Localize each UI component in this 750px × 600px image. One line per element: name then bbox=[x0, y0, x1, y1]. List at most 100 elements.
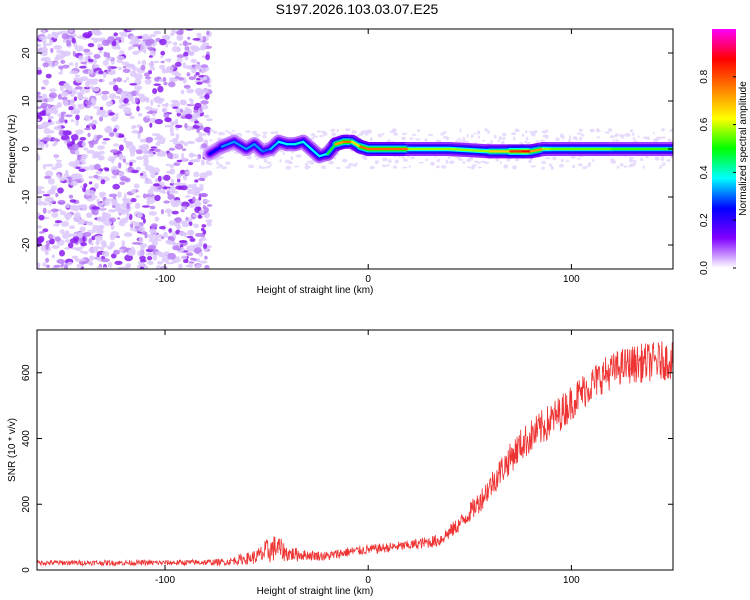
noise-speckle bbox=[125, 111, 132, 115]
noise-speckle bbox=[621, 134, 626, 137]
noise-speckle bbox=[118, 98, 123, 104]
noise-speckle bbox=[660, 155, 665, 158]
noise-speckle bbox=[74, 173, 83, 180]
noise-speckle bbox=[482, 139, 486, 142]
noise-speckle bbox=[108, 112, 115, 116]
noise-speckle bbox=[470, 134, 474, 138]
noise-speckle bbox=[147, 244, 157, 250]
noise-speckle bbox=[187, 36, 191, 40]
noise-speckle bbox=[118, 135, 125, 138]
noise-speckle bbox=[279, 159, 282, 163]
noise-speckle bbox=[442, 135, 448, 139]
noise-speckle bbox=[195, 63, 202, 70]
noise-speckle bbox=[199, 107, 203, 112]
snr-frame bbox=[36, 329, 674, 571]
noise-speckle bbox=[200, 64, 209, 68]
noise-speckle bbox=[91, 235, 96, 241]
noise-speckle bbox=[179, 249, 185, 252]
noise-speckle bbox=[95, 240, 100, 246]
noise-speckle bbox=[60, 59, 66, 64]
noise-speckle bbox=[108, 93, 117, 100]
noise-speckle bbox=[201, 55, 207, 59]
noise-speckle bbox=[37, 43, 42, 47]
noise-speckle bbox=[108, 65, 112, 73]
noise-speckle bbox=[493, 134, 497, 139]
noise-speckle bbox=[511, 132, 516, 136]
noise-speckle bbox=[229, 132, 233, 136]
noise-speckle bbox=[139, 45, 147, 52]
noise-speckle bbox=[102, 59, 109, 66]
noise-speckle bbox=[45, 170, 54, 178]
noise-speckle bbox=[84, 51, 93, 56]
noise-speckle bbox=[199, 186, 204, 192]
noise-speckle bbox=[117, 266, 126, 269]
noise-speckle bbox=[60, 262, 64, 268]
noise-speckle bbox=[486, 142, 491, 145]
noise-speckle bbox=[37, 112, 45, 116]
noise-speckle bbox=[179, 43, 183, 46]
noise-speckle bbox=[358, 132, 364, 136]
noise-speckle bbox=[149, 169, 154, 174]
noise-speckle bbox=[69, 199, 77, 203]
y-tick-label: 0 bbox=[21, 146, 32, 152]
noise-speckle bbox=[163, 174, 171, 181]
noise-speckle bbox=[150, 231, 158, 235]
noise-speckle bbox=[136, 87, 140, 95]
noise-speckle bbox=[37, 97, 44, 104]
noise-speckle bbox=[166, 67, 169, 73]
noise-speckle bbox=[65, 114, 73, 118]
noise-speckle bbox=[118, 153, 124, 160]
noise-speckle bbox=[149, 66, 156, 71]
noise-speckle bbox=[99, 106, 104, 111]
noise-speckle bbox=[95, 37, 103, 42]
noise-speckle bbox=[130, 144, 136, 152]
noise-speckle bbox=[615, 133, 619, 136]
noise-speckle bbox=[198, 214, 202, 219]
noise-speckle bbox=[200, 193, 209, 198]
noise-speckle bbox=[127, 63, 135, 68]
noise-speckle bbox=[183, 84, 191, 89]
noise-speckle bbox=[191, 46, 200, 53]
noise-speckle bbox=[63, 99, 69, 107]
noise-speckle bbox=[221, 132, 226, 136]
noise-speckle bbox=[515, 129, 521, 132]
noise-speckle bbox=[124, 177, 131, 183]
x-tick-label: 100 bbox=[563, 575, 580, 586]
noise-speckle bbox=[544, 134, 549, 139]
ridge-segment bbox=[277, 140, 288, 146]
noise-speckle bbox=[154, 137, 163, 141]
noise-speckle bbox=[145, 76, 152, 80]
noise-speckle bbox=[88, 123, 94, 127]
noise-speckle bbox=[126, 250, 136, 256]
noise-speckle bbox=[113, 143, 120, 147]
noise-speckle bbox=[157, 98, 163, 105]
noise-speckle bbox=[118, 171, 125, 176]
noise-speckle bbox=[146, 38, 155, 45]
noise-speckle bbox=[124, 216, 129, 220]
noise-speckle bbox=[39, 124, 48, 129]
noise-speckle bbox=[521, 133, 525, 137]
noise-speckle bbox=[472, 164, 477, 167]
noise-speckle bbox=[207, 84, 212, 88]
noise-speckle bbox=[77, 104, 82, 109]
noise-speckle bbox=[660, 136, 666, 139]
ridge-segment bbox=[302, 140, 313, 151]
noise-speckle bbox=[116, 55, 125, 60]
noise-speckle bbox=[45, 257, 50, 263]
noise-speckle bbox=[466, 133, 469, 138]
noise-speckle bbox=[654, 156, 660, 161]
noise-speckle bbox=[86, 189, 95, 196]
noise-speckle bbox=[135, 149, 143, 155]
noise-speckle bbox=[159, 226, 166, 230]
noise-speckle bbox=[63, 83, 69, 88]
noise-speckle bbox=[408, 165, 411, 168]
noise-speckle bbox=[57, 93, 62, 100]
noise-speckle bbox=[295, 154, 302, 158]
noise-speckle bbox=[200, 227, 205, 232]
noise-speckle bbox=[168, 220, 177, 226]
noise-speckle bbox=[391, 128, 397, 133]
noise-speckle bbox=[178, 186, 183, 190]
noise-speckle bbox=[90, 97, 96, 104]
noise-speckle bbox=[138, 145, 147, 150]
noise-speckle bbox=[629, 163, 636, 167]
